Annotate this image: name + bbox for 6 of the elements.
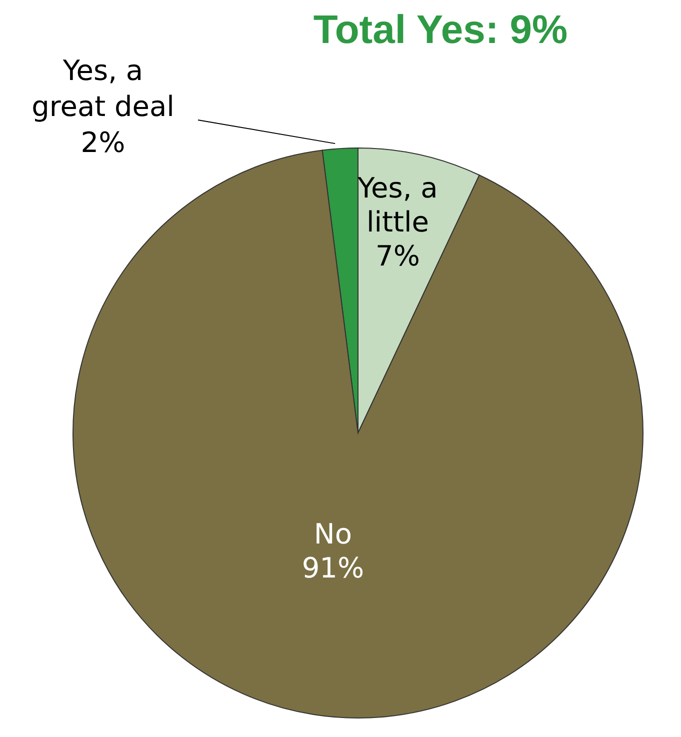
data-label: 7%	[376, 239, 420, 272]
data-label: 91%	[302, 551, 364, 584]
slice-label: No	[314, 517, 352, 550]
chart-title: Total Yes: 9%	[312, 8, 569, 53]
slice-label: Yes, a great deal	[32, 54, 174, 123]
data-label: 2%	[80, 126, 126, 159]
